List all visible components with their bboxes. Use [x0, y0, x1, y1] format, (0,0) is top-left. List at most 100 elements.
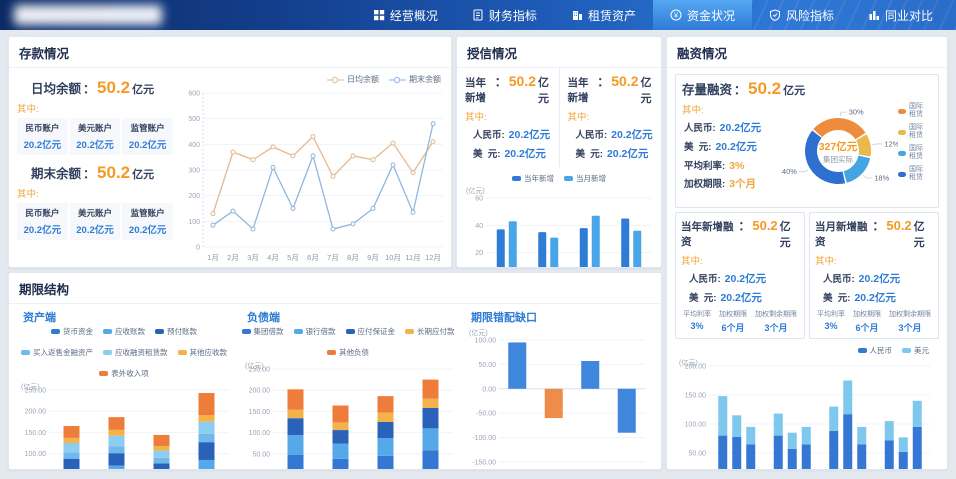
svg-text:200.00: 200.00 — [25, 409, 47, 416]
svg-text:1月: 1月 — [207, 253, 219, 262]
account-box: 美元账户 20.2亿元 — [69, 203, 121, 240]
nav-tab[interactable]: 同业对比 — [851, 0, 950, 30]
svg-text:300: 300 — [188, 168, 200, 175]
period-end-balance-block: 期末余额： 50.2 亿元 其中: 民币账户 20.2亿元 — [17, 163, 174, 240]
nav-tab[interactable]: 风险指标 — [752, 0, 851, 30]
panel-title: 融资情况 — [667, 37, 947, 68]
legend-item[interactable]: 预付账款 — [155, 326, 197, 337]
svg-text:(亿元): (亿元) — [679, 358, 698, 367]
legend-item[interactable]: 美元 — [902, 345, 929, 356]
legend-item[interactable]: 应收账款 — [103, 326, 145, 337]
legend-item[interactable]: 日均余额 — [327, 74, 379, 85]
grid-icon — [373, 9, 385, 21]
svg-text:50.00: 50.00 — [688, 451, 706, 458]
legend-item[interactable]: 当月新增 — [564, 173, 606, 184]
legend-item[interactable]: 期末余额 — [389, 74, 441, 85]
svg-text:100.00: 100.00 — [25, 451, 47, 458]
document-icon — [472, 9, 484, 21]
nav-tab[interactable]: 租赁资产 — [554, 0, 653, 30]
svg-text:5月: 5月 — [287, 253, 299, 262]
legend-item[interactable]: 表外收入项 — [99, 368, 149, 379]
svg-text:500: 500 — [188, 116, 200, 123]
svg-text:30%: 30% — [849, 108, 864, 117]
svg-text:3月: 3月 — [247, 253, 259, 262]
legend-label: 国际租赁 — [909, 124, 923, 140]
svg-text:40%: 40% — [782, 167, 797, 176]
svg-text:-50.00: -50.00 — [476, 411, 496, 418]
svg-text:¥: ¥ — [674, 11, 679, 20]
stacked-bar-chart[interactable]: 0.0050.00100.00150.00200.00250.00(亿元)次日至… — [17, 380, 233, 470]
sub-label: 其中: — [17, 104, 39, 115]
svg-text:150.00: 150.00 — [25, 430, 47, 437]
svg-text:327亿元: 327亿元 — [819, 140, 858, 153]
bar-chart[interactable]: 0204060(亿元)银行财务公司招商局集团租赁同业 — [462, 184, 656, 268]
svg-text:150.00: 150.00 — [685, 393, 707, 400]
legend-marker — [857, 348, 867, 353]
legend-label: 日均余额 — [347, 75, 379, 84]
nav-tab[interactable]: ¥ 资金状况 — [652, 0, 752, 30]
legend-label: 其他负债 — [339, 348, 369, 357]
nav-tab[interactable]: 经营概况 — [356, 0, 455, 30]
legend-label: 集团借款 — [253, 327, 284, 336]
svg-text:400: 400 — [188, 142, 200, 149]
legend-item[interactable]: 其他应收款 — [177, 347, 227, 358]
legend-item[interactable]: 国际租赁 — [898, 166, 932, 182]
line-chart[interactable]: 0 100 200 300 400 500 600 1月 2月 3月 4月 5月 6月 7月 8月 9月 10月… — [173, 85, 451, 267]
legend-marker — [898, 108, 906, 114]
legend-item[interactable]: 人民币 — [857, 345, 892, 356]
legend-marker — [293, 329, 303, 334]
metric: 加权期限 6个月 — [719, 311, 747, 333]
key-value-row: 美 元: 20.2亿元 — [684, 141, 757, 153]
svg-text:50.00: 50.00 — [478, 362, 496, 369]
legend-item[interactable]: 应收融资租赁款 — [103, 347, 168, 358]
legend-marker — [51, 329, 60, 334]
legend-item[interactable]: 国际租赁 — [898, 145, 932, 161]
legend-label: 期末余额 — [409, 75, 441, 84]
sub-label: 其中: — [17, 189, 39, 200]
legend-label: 应收融资租赁款 — [115, 348, 168, 357]
legend-item[interactable]: 集团借款 — [241, 326, 284, 337]
legend-item[interactable]: 长期应付款 — [405, 326, 455, 337]
svg-text:12%: 12% — [884, 139, 898, 148]
svg-text:8月: 8月 — [347, 253, 359, 262]
svg-text:-100.00: -100.00 — [472, 435, 496, 442]
account-box: 美元账户 20.2亿元 — [69, 118, 121, 155]
legend-item[interactable]: 国际租赁 — [898, 103, 932, 119]
shield-icon — [769, 9, 781, 21]
legend-item[interactable]: 银行借款 — [293, 326, 336, 337]
legend-item[interactable]: 买入返售金融资产 — [21, 347, 93, 358]
legend-item[interactable]: 国际租赁 — [898, 124, 932, 140]
svg-text:20: 20 — [475, 250, 483, 257]
key-value-row: 人民币: 20.2亿元 — [473, 129, 551, 141]
svg-text:250.00: 250.00 — [25, 388, 47, 395]
legend-marker — [389, 76, 406, 84]
panel-financing: 融资情况 存量融资： 50.2 亿元 其中: 人民币: 20.2亿元 — [666, 36, 948, 470]
metric-value: 50.2 — [97, 163, 131, 182]
svg-text:60: 60 — [475, 196, 483, 203]
key-value-row: 人民币: 20.2亿元 — [689, 273, 767, 285]
legend-item[interactable]: 其他负债 — [327, 347, 369, 358]
legend-item[interactable]: 应付保证金 — [345, 326, 395, 337]
nav-tab[interactable]: 财务指标 — [455, 0, 554, 30]
account-box: 民币账户 20.2亿元 — [17, 118, 68, 155]
legend-item[interactable]: 货币资金 — [51, 326, 93, 337]
key-value-row: 美 元: 20.2亿元 — [473, 148, 546, 160]
top-nav-bar: 经营概况 财务指标 租赁资产 ¥ 资金状况 风险指标 — [0, 0, 956, 30]
legend-item[interactable]: 当年新增 — [512, 173, 554, 184]
stacked-bar-chart[interactable]: 0.0050.00100.00150.00200.00(亿元)银行财务公司招商局… — [675, 356, 935, 470]
chart-legend: 国际租赁 国际租赁 国际租赁 国际租赁 — [898, 99, 932, 203]
stacked-bar-chart[interactable]: 0.0050.00100.00150.00200.00250.00(亿元)次日至… — [241, 359, 457, 470]
svg-text:18%: 18% — [874, 173, 889, 182]
financing-month-card: 当月新增融资： 50.2 亿元 其中: 人民币: 20.2亿元 美 元: — [809, 212, 939, 339]
panel-deposit: 存款情况 日均余额： 50.2 亿元 其中: 民币账户 2 — [8, 36, 452, 268]
financing-stock-card: 存量融资： 50.2 亿元 其中: 人民币: 20.2亿元 — [675, 74, 939, 208]
signed-bar-chart[interactable]: 100.0050.000.00-50.00-100.00-150.00(亿元)次… — [465, 326, 653, 470]
legend-marker — [898, 171, 906, 177]
svg-text:2月: 2月 — [227, 253, 239, 262]
deposit-summary: 日均余额： 50.2 亿元 其中: 民币账户 20.2亿元 — [17, 70, 174, 267]
deposit-trend-chart[interactable]: 日均余额 期末余额 0 100 200 300 400 500 600 1月 2月 3月 4月 5月 6月… — [173, 70, 451, 267]
key-value-row: 加权期限: 3个月 — [684, 178, 757, 190]
legend-label: 国际租赁 — [909, 145, 923, 161]
